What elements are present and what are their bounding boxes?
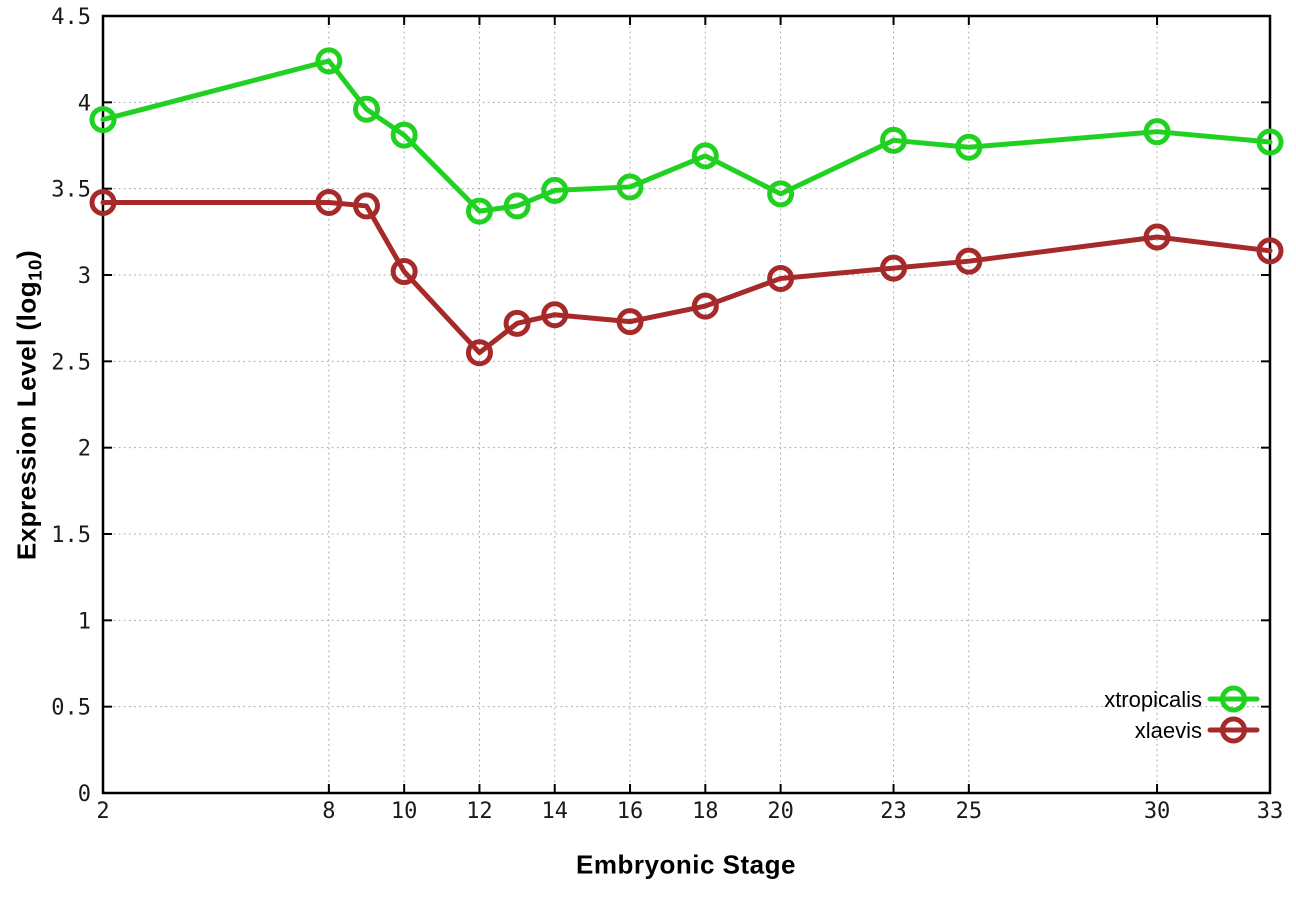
legend-label-xlaevis: xlaevis [1135,718,1202,743]
plot-border [101,14,1272,795]
series-line-xlaevis [100,199,1273,356]
legend-marker-icon-xlaevis [1220,716,1247,744]
data-point-marker-xlaevis-9 [353,192,381,220]
data-point-marker-xlaevis-30 [1143,223,1171,251]
x-tick-label: 16 [617,799,644,824]
data-point-marker-xtropicalis-9 [353,95,381,123]
x-tick-label: 2 [96,799,109,824]
data-point-marker-xtropicalis-12 [465,197,493,225]
y-axis-title-main: Expression Level (log [11,280,42,561]
x-tick-label: 33 [1257,799,1284,824]
data-point-marker-xlaevis-25 [955,247,983,275]
data-point-marker-xlaevis-8 [315,188,343,216]
data-point-marker-xtropicalis-14 [541,176,569,204]
x-tick-label: 20 [767,799,794,824]
y-tick-label: 3 [78,264,91,289]
x-axis-title: Embryonic Stage [576,850,796,881]
data-point-marker-xtropicalis-25 [955,133,983,161]
y-tick-label: 0 [78,782,91,807]
data-point-marker-xtropicalis-23 [880,126,908,154]
x-tick-label: 23 [880,799,907,824]
legend-label-xtropicalis: xtropicalis [1104,687,1202,712]
data-point-marker-xtropicalis-33 [1256,128,1284,156]
y-axis-title-end: ) [11,249,42,260]
data-point-marker-xtropicalis-20 [767,180,795,208]
x-axis-title-text: Embryonic Stage [576,849,796,880]
data-point-marker-xlaevis-23 [880,254,908,282]
x-tick-label: 14 [541,799,568,824]
y-tick-label: 1 [78,609,91,634]
y-tick-label: 1.5 [51,523,91,548]
data-point-marker-xlaevis-33 [1256,237,1284,265]
y-tick-label: 3.5 [51,178,91,203]
x-tick-label: 18 [692,799,719,824]
y-tick-label: 4 [78,91,91,116]
data-point-marker-xtropicalis-13 [503,192,531,220]
data-point-marker-xtropicalis-30 [1143,118,1171,146]
data-point-marker-xtropicalis-16 [616,173,644,201]
legend-marker-icon-xtropicalis [1220,685,1247,713]
data-point-marker-xtropicalis-8 [315,47,343,75]
data-point-marker-xlaevis-14 [541,301,569,329]
x-tick-label: 25 [956,799,983,824]
data-point-marker-xlaevis-16 [616,308,644,336]
data-point-marker-xtropicalis-18 [691,142,719,170]
data-point-marker-xtropicalis-10 [390,121,418,149]
data-point-marker-xlaevis-18 [691,292,719,320]
x-tick-label: 30 [1144,799,1171,824]
x-tick-label: 12 [466,799,493,824]
y-tick-label: 4.5 [51,5,91,30]
data-point-marker-xlaevis-12 [465,339,493,367]
data-point-marker-xtropicalis-2 [89,106,117,134]
x-tick-label: 8 [322,799,335,824]
y-axis-title-sub: 10 [24,259,46,281]
x-tick-label: 10 [391,799,418,824]
y-axis-title: Expression Level (log10) [11,249,46,561]
y-tick-label: 2.5 [51,350,91,375]
y-tick-label: 2 [78,437,91,462]
data-point-marker-xlaevis-20 [767,264,795,292]
y-tick-label: 0.5 [51,696,91,721]
data-point-marker-xlaevis-10 [390,258,418,286]
data-point-marker-xlaevis-13 [503,309,531,337]
data-point-marker-xlaevis-2 [89,188,117,216]
